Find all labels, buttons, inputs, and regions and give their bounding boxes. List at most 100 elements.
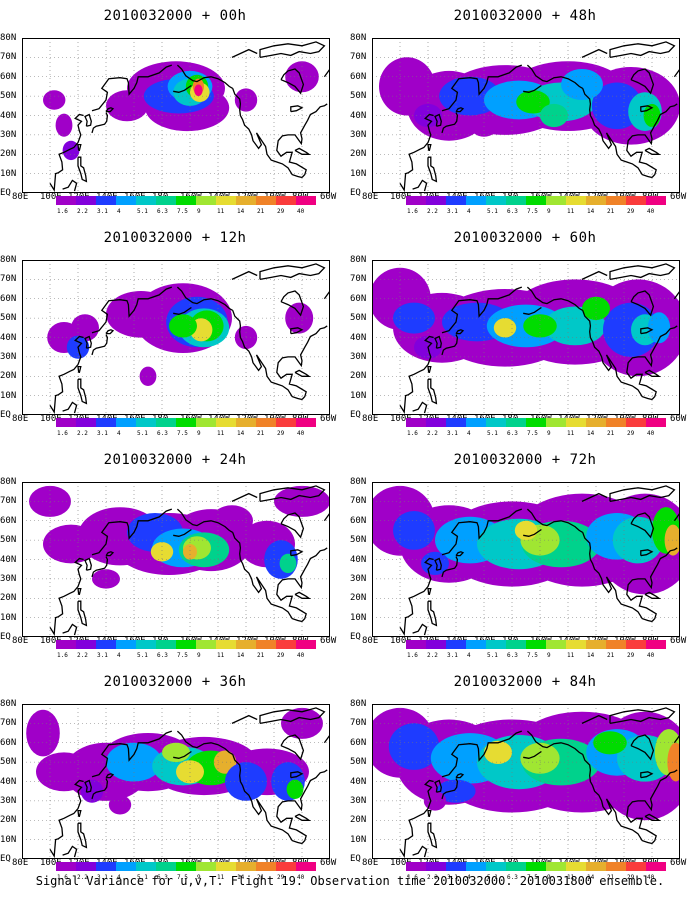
colorbar-swatch — [196, 640, 216, 649]
lon-tick-label: 80E — [12, 414, 29, 424]
coastline — [77, 378, 88, 405]
forecast-panel: 2010032000 + 12h 80N 70N 60N 50N 40N 30N 20N 10N… — [0, 222, 350, 444]
colorbar-swatch — [256, 862, 276, 871]
colorbar-label: 2.2 — [77, 208, 88, 215]
colorbar-swatch — [586, 196, 606, 205]
coastline — [62, 401, 78, 414]
colorbar-swatch — [196, 862, 216, 871]
lon-tick-label: 60W — [320, 858, 337, 868]
colorbar-swatch — [176, 418, 196, 427]
coastline — [441, 778, 459, 800]
coastline — [49, 557, 84, 637]
coastline — [259, 41, 326, 59]
coastline — [427, 156, 438, 183]
lat-tick-label: 70N — [0, 718, 17, 729]
colorbar-label: 7.5 — [527, 652, 538, 659]
colorbar-swatch — [176, 862, 196, 871]
lat-tick-label: 70N — [350, 496, 367, 507]
coastline — [173, 84, 192, 93]
lat-tick-label: 10N — [0, 390, 17, 401]
coastline — [526, 508, 584, 533]
colorbar-label: 1.6 — [407, 652, 418, 659]
colorbar-swatch — [76, 640, 96, 649]
lon-tick-label: 80E — [12, 192, 29, 202]
colorbar-swatch — [276, 418, 296, 427]
colorbar-label: 3.1 — [97, 652, 108, 659]
colorbar-swatch — [526, 862, 546, 871]
coastline — [62, 623, 78, 636]
colorbar-label: 7.5 — [177, 652, 188, 659]
coastline — [399, 113, 434, 193]
coastline — [49, 335, 84, 415]
lon-tick-label: 60W — [670, 858, 687, 868]
map-frame — [372, 482, 680, 637]
coastline — [644, 813, 662, 821]
forecast-panel: 2010032000 + 36h 80N 70N 60N 50N 40N 30N 20N 10N… — [0, 666, 350, 888]
panel-title: 2010032000 + 12h — [103, 230, 247, 246]
colorbar-label: 3.1 — [97, 874, 108, 881]
colorbar-swatch — [276, 640, 296, 649]
coastline — [77, 365, 82, 374]
colorbar-swatch — [116, 640, 136, 649]
colorbar-swatch — [76, 196, 96, 205]
coastline — [455, 551, 465, 557]
colorbar-swatch — [546, 418, 566, 427]
colorbar-label: 1.6 — [407, 874, 418, 881]
variance-contour — [470, 113, 498, 137]
coastline — [523, 750, 542, 759]
colorbar-label: 3.1 — [447, 874, 458, 881]
colorbar-swatch — [486, 418, 506, 427]
colorbar-label: 11 — [567, 208, 575, 215]
coastline — [441, 730, 523, 778]
coastline — [280, 734, 305, 761]
coastline — [441, 286, 523, 334]
lat-tick-label: 50N — [350, 313, 367, 324]
forecast-panel: 2010032000 + 48h 80N 70N 60N 50N 40N 30N 20N 10N… — [350, 0, 700, 222]
colorbar-swatch — [526, 418, 546, 427]
colorbar-label: 2.2 — [77, 652, 88, 659]
colorbar-label: 4 — [467, 208, 471, 215]
colorbar-swatch — [406, 418, 426, 427]
colorbar-label: 7.5 — [527, 208, 538, 215]
coastline — [582, 754, 653, 845]
coastline — [91, 64, 173, 112]
colorbar-swatch — [276, 862, 296, 871]
map-frame — [372, 38, 680, 193]
coastline — [526, 286, 584, 311]
lat-tick-label: 10N — [350, 834, 367, 845]
colorbar-label: 3.1 — [97, 430, 108, 437]
lon-tick-label: 100E — [390, 414, 412, 424]
colorbar-label: 6.3 — [507, 208, 518, 215]
lat-tick-label: 10N — [350, 168, 367, 179]
colorbar-swatch — [236, 196, 256, 205]
lon-tick-label: 80E — [362, 192, 379, 202]
colorbar-label: 4 — [467, 652, 471, 659]
coastline — [644, 147, 662, 155]
colorbar-swatch — [136, 640, 156, 649]
colorbar-swatch — [466, 640, 486, 649]
variance-contour — [26, 709, 60, 757]
lat-tick-label: 60N — [350, 293, 367, 304]
colorbar-swatch — [646, 196, 666, 205]
map-frame — [22, 260, 330, 415]
variance-map — [22, 38, 330, 193]
variance-map — [22, 704, 330, 859]
lat-tick-label: 40N — [350, 776, 367, 787]
colorbar-swatch — [176, 640, 196, 649]
colorbar-swatch — [546, 640, 566, 649]
lat-tick-label: 70N — [350, 718, 367, 729]
coastline — [434, 335, 442, 349]
coastline — [290, 549, 304, 557]
lat-tick-label: 50N — [0, 313, 17, 324]
colorbar-label: 14 — [237, 208, 245, 215]
lat-tick-label: 50N — [0, 91, 17, 102]
colorbar-swatch — [406, 196, 426, 205]
coastline — [399, 557, 434, 637]
coastline — [231, 492, 258, 502]
map-frame — [372, 260, 680, 415]
colorbar-swatch — [486, 640, 506, 649]
panel-title: 2010032000 + 84h — [453, 674, 597, 690]
colorbar-swatch — [606, 862, 626, 871]
coastline — [427, 600, 438, 627]
lat-tick-label: 40N — [350, 554, 367, 565]
